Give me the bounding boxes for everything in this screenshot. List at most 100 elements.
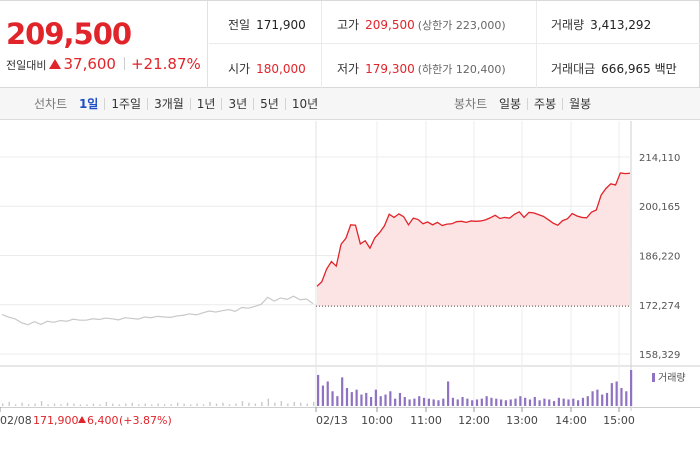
today-volume-bar — [437, 400, 440, 406]
today-volume-bar — [605, 392, 609, 406]
today-volume-bar — [475, 399, 479, 406]
prev-day-volume-bar — [21, 402, 23, 406]
today-volume-bar — [422, 397, 426, 406]
prev-day-volume-bar — [92, 403, 95, 406]
candle-chart-label[interactable]: 봉차트 — [454, 97, 488, 111]
stat-volume: 거래량 3,413,292 — [551, 18, 652, 32]
tab-separator — [147, 98, 149, 110]
x-tick-label: 13:00 — [506, 414, 538, 427]
today-volume-bar — [360, 394, 363, 406]
prev-day-volume-bar — [215, 403, 218, 406]
today-volume-bar — [519, 396, 522, 406]
tab-candle-2[interactable]: 월봉 — [569, 97, 592, 111]
today-volume-bar — [557, 397, 560, 406]
prev-day-volume-bar — [125, 403, 127, 406]
prev-day-volume-bar — [8, 401, 10, 406]
today-volume-bar — [461, 397, 464, 406]
today-volume-bar — [389, 391, 392, 406]
today-volume-bar — [490, 397, 493, 406]
price-series-layer — [1, 172, 631, 326]
stats-divider — [321, 1, 322, 88]
x-tick-label: 15:00 — [603, 414, 635, 427]
tab-candle-1[interactable]: 주봉 — [534, 97, 557, 111]
today-volume-bar — [447, 381, 450, 406]
change-label: 전일대비 — [6, 59, 47, 72]
prev-day-volume-bar — [189, 404, 192, 406]
today-volume-bar — [591, 391, 594, 406]
prev-day-volume-bar — [170, 404, 172, 406]
change-row: 전일대비 37,600 +21.87% — [6, 55, 201, 73]
y-tick-label: 158,329 — [639, 350, 680, 361]
prev-day-volume-bar — [313, 401, 315, 406]
today-volume-bar — [596, 389, 599, 406]
prev-day-close: 171,900 — [33, 414, 79, 427]
change-percent: +21.87% — [130, 55, 201, 73]
prev-day-date: 02/08 — [0, 414, 32, 427]
today-volume-bar — [418, 396, 421, 406]
today-volume-bar — [365, 392, 368, 406]
y-axis: 214,110 200,165 186,220 172,274 158,329 — [639, 153, 680, 361]
today-volume-bar — [374, 389, 377, 406]
tab-separator — [253, 98, 255, 110]
tab-period-1[interactable]: 1주일 — [111, 97, 142, 111]
tab-period-5[interactable]: 5년 — [260, 97, 279, 111]
today-volume-bar — [533, 397, 536, 406]
candle-chart-periods: 일봉 주봉 월봉 — [499, 97, 591, 111]
tab-separator — [221, 98, 223, 110]
volume-legend-swatch — [652, 373, 655, 382]
stat-trade-amount: 거래대금 666,965 백만 — [551, 62, 677, 76]
intraday-chart: 214,110 200,165 186,220 172,274 158,329 거래량 … — [0, 121, 700, 450]
prev-day-volume-bar — [2, 403, 4, 406]
today-volume-bar — [413, 398, 416, 406]
tab-separator — [104, 98, 106, 110]
today-price-area — [317, 172, 630, 307]
prev-day-volume-bar — [73, 403, 75, 406]
today-volume-bar — [369, 397, 373, 406]
stat-low: 저가 179,300 (하한가 120,400) — [337, 62, 506, 76]
today-volume-bar — [620, 388, 623, 406]
tab-period-2[interactable]: 3개월 — [154, 97, 184, 111]
today-volume-bar — [408, 399, 411, 406]
prev-day-volume-bar — [293, 401, 295, 406]
prev-day-volume-bar — [157, 403, 159, 406]
prev-day-volume-bar — [280, 401, 283, 406]
today-volume-bar — [630, 370, 633, 406]
tab-period-3[interactable]: 1년 — [196, 97, 216, 111]
prev-day-price-line — [1, 295, 314, 326]
tab-candle-0[interactable]: 일봉 — [498, 97, 522, 111]
today-volume-bar — [538, 400, 541, 406]
today-volume-bar — [355, 389, 358, 406]
current-price: 209,500 — [6, 17, 132, 51]
tab-separator — [284, 98, 286, 110]
prev-day-change-percent: (+3.87%) — [119, 414, 172, 427]
prev-day-volume-bar — [176, 402, 179, 406]
x-tick-label: 12:00 — [458, 414, 490, 427]
prev-day-volume-bar — [261, 401, 263, 406]
stat-high: 고가 209,500 (상한가 223,000) — [337, 18, 506, 32]
tab-period-6[interactable]: 10년 — [291, 97, 319, 111]
prev-day-volume-bar — [274, 402, 276, 406]
stats-divider — [536, 1, 537, 88]
today-volume-bar — [562, 398, 565, 406]
prev-day-change: 6,400 — [87, 414, 119, 427]
x-tick-label: 14:00 — [555, 414, 587, 427]
prev-day-volume-bar — [163, 404, 166, 406]
today-volume-bar — [577, 400, 580, 406]
tab-period-0[interactable]: 1일 — [78, 97, 99, 111]
today-volume-bar — [331, 391, 334, 406]
today-volume-bar — [451, 397, 455, 406]
today-volume-bar — [403, 397, 406, 406]
prev-day-volume-bar — [47, 404, 49, 406]
prev-day-up-arrow-icon — [78, 416, 86, 423]
up-arrow-icon — [49, 59, 62, 69]
line-chart-tab-group: 선차트 1일 1주일 3개월 1년 3년 5년 10년 — [34, 88, 318, 120]
today-volume-bar — [528, 399, 532, 406]
line-chart-label[interactable]: 선차트 — [34, 97, 68, 111]
tab-period-4[interactable]: 3년 — [228, 97, 248, 111]
today-volume-bar — [466, 398, 469, 406]
prev-day-volume-bar — [235, 403, 237, 406]
prev-day-volume-bar — [306, 403, 308, 406]
today-volume-bar — [384, 394, 387, 406]
prev-day-volume-bar — [131, 402, 133, 406]
prev-day-volume-bar — [99, 404, 101, 406]
